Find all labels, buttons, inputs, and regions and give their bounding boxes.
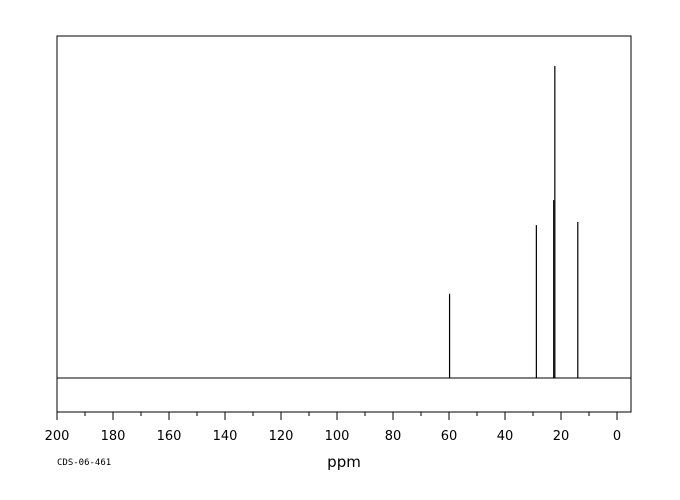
x-axis-tick-labels: 200 180 160 140 120 100 80 60 40 20 0 xyxy=(45,429,622,444)
x-tick-label-200: 200 xyxy=(45,429,70,444)
x-tick-label-120: 120 xyxy=(269,429,294,444)
x-tick-label-140: 140 xyxy=(213,429,238,444)
x-tick-label-60: 60 xyxy=(441,429,458,444)
x-tick-label-0: 0 xyxy=(613,429,621,444)
spectrum-code: CDS-06-461 xyxy=(57,458,111,468)
peaks-group xyxy=(448,66,579,378)
x-tick-label-80: 80 xyxy=(385,429,402,444)
x-tick-label-180: 180 xyxy=(101,429,126,444)
x-axis-label: ppm xyxy=(327,453,361,471)
x-tick-label-40: 40 xyxy=(497,429,514,444)
x-tick-label-20: 20 xyxy=(553,429,570,444)
plot-frame xyxy=(56,35,632,413)
x-tick-label-100: 100 xyxy=(325,429,350,444)
x-axis-ticks xyxy=(56,412,618,420)
x-tick-label-160: 160 xyxy=(157,429,182,444)
